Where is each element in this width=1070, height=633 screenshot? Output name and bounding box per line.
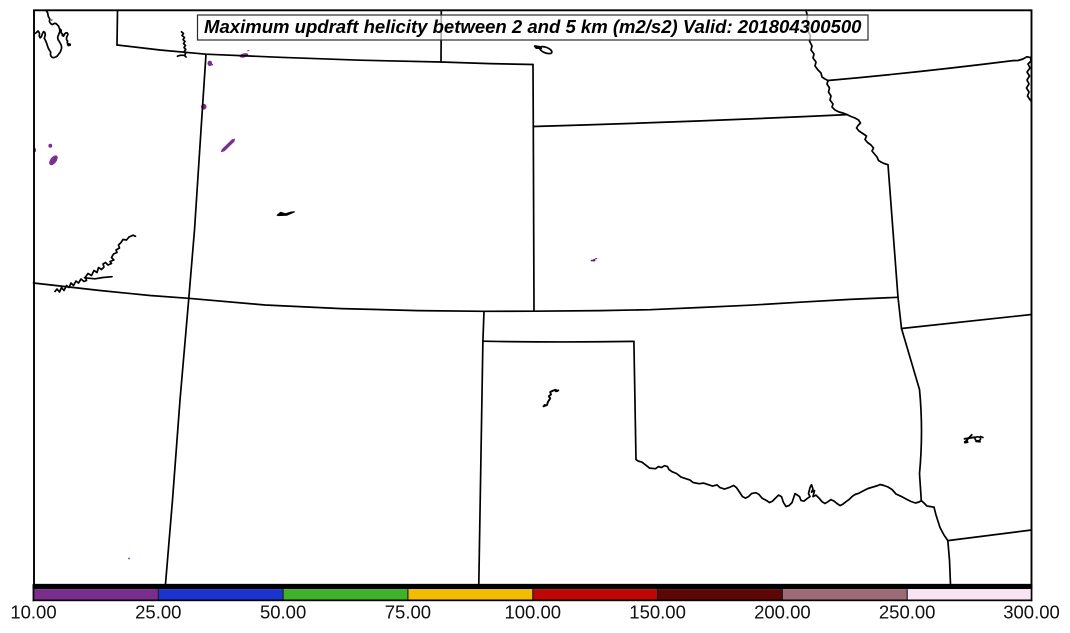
svg-text:50.00: 50.00 [260, 602, 306, 623]
svg-text:Maximum updraft helicity betwe: Maximum updraft helicity between 2 and 5… [204, 16, 862, 37]
svg-text:25.00: 25.00 [135, 602, 181, 623]
svg-text:75.00: 75.00 [385, 602, 431, 623]
svg-text:300.00: 300.00 [1003, 602, 1060, 623]
svg-text:200.00: 200.00 [754, 602, 811, 623]
svg-text:250.00: 250.00 [879, 602, 936, 623]
svg-text:100.00: 100.00 [504, 602, 561, 623]
svg-text:10.00: 10.00 [10, 602, 56, 623]
svg-text:150.00: 150.00 [629, 602, 686, 623]
